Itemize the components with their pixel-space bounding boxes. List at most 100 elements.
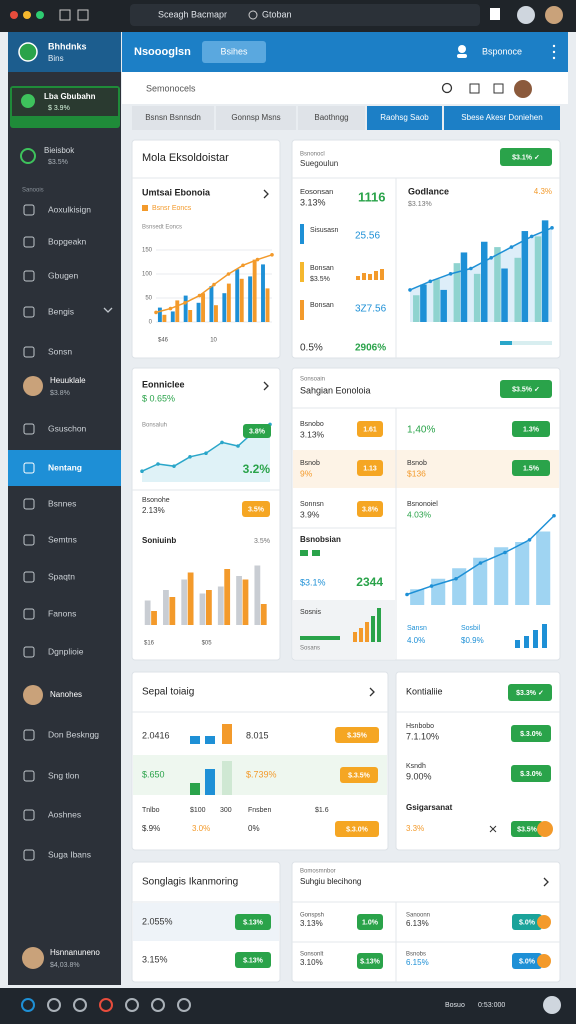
badge: $.3.0%	[520, 771, 543, 778]
badge-bg[interactable]	[357, 460, 383, 476]
badge-bg[interactable]	[500, 380, 552, 398]
icon	[312, 550, 320, 556]
bar	[170, 311, 175, 322]
tab[interactable]	[132, 106, 214, 130]
menu-icon	[23, 770, 35, 782]
address-bar[interactable]	[130, 4, 480, 26]
card	[395, 671, 561, 851]
bar	[252, 259, 257, 322]
badge-bg[interactable]	[335, 727, 379, 743]
menu-item: Gsuschon	[48, 423, 87, 433]
header-button[interactable]	[202, 41, 266, 63]
task-icon	[73, 998, 87, 1012]
chevron[interactable]	[543, 877, 549, 887]
bar	[199, 593, 206, 625]
badge-bg[interactable]	[512, 914, 542, 930]
badge-bg[interactable]	[235, 914, 271, 930]
badge-bg[interactable]	[340, 767, 378, 783]
tab[interactable]	[298, 106, 365, 130]
cell: 3.0%	[192, 824, 210, 833]
badge-bg[interactable]	[511, 765, 551, 782]
mini-bar	[205, 736, 215, 744]
row-value: $.650	[142, 769, 165, 779]
tab-label: Raohsg Saob	[380, 113, 429, 122]
bar	[473, 273, 481, 322]
badge-bg[interactable]	[500, 148, 552, 166]
menu-item: Fanons	[48, 608, 76, 618]
point	[552, 513, 556, 518]
badge-bg[interactable]	[512, 460, 550, 476]
y-tick-label: 150	[142, 248, 153, 254]
badge-bg[interactable]	[335, 821, 379, 837]
bar	[224, 569, 231, 625]
tab[interactable]	[216, 106, 296, 130]
badge-bg[interactable]	[357, 421, 383, 437]
menu-item: Spaqtn	[48, 571, 75, 581]
chevron[interactable]	[369, 687, 375, 697]
badge-bg[interactable]	[508, 684, 552, 701]
task-icon	[151, 998, 165, 1012]
tab[interactable]	[444, 106, 560, 130]
badge-bg[interactable]	[512, 421, 550, 437]
chevron[interactable]	[263, 189, 269, 199]
tab[interactable]	[367, 106, 442, 130]
badge-bg[interactable]	[511, 725, 551, 742]
stat-icon	[20, 148, 36, 164]
x-label: $46	[158, 338, 169, 344]
point	[478, 561, 483, 565]
badge: 1.5%	[523, 465, 540, 472]
note: Bsnsedt Eoncs	[142, 225, 182, 231]
tab-label: Sbese Akesr Doniehen	[461, 113, 542, 122]
point	[255, 257, 260, 262]
cell: $.9%	[142, 824, 160, 833]
card-title: Kontialiie	[406, 686, 443, 696]
point	[197, 293, 202, 298]
point	[550, 226, 554, 230]
task-time: 0:53:000	[478, 1002, 505, 1009]
menu-item: Bopgeakn	[48, 236, 87, 246]
point	[154, 310, 158, 315]
badge: $.0%	[519, 958, 536, 965]
tab-label: Gonnsp Msns	[231, 113, 280, 122]
point	[156, 462, 160, 466]
menu-active[interactable]	[8, 450, 121, 486]
y-tick-label: 100	[142, 272, 153, 278]
card-title: Songlagis Ikanmoring	[142, 877, 238, 888]
point	[270, 253, 274, 257]
chevron[interactable]	[103, 307, 113, 313]
badge: 3.8%	[362, 506, 379, 513]
bar	[163, 590, 169, 625]
badge-bg[interactable]	[357, 953, 383, 969]
point	[509, 245, 514, 249]
point	[489, 255, 493, 260]
badge-bg[interactable]	[512, 953, 542, 969]
head: $100	[190, 807, 206, 814]
progress	[500, 341, 552, 345]
card-title: Eonniclee	[142, 379, 185, 389]
bar	[214, 305, 218, 322]
point	[212, 282, 216, 287]
x-label: $05	[202, 641, 213, 647]
bar	[410, 589, 425, 605]
bar	[265, 288, 270, 322]
bar	[188, 310, 193, 322]
badge-bg[interactable]	[235, 952, 271, 968]
badge-bg[interactable]	[511, 821, 543, 837]
badge-bg[interactable]	[243, 424, 271, 438]
badge-bg[interactable]	[357, 914, 383, 930]
menu-icon	[23, 498, 35, 510]
mini-bar	[365, 622, 369, 642]
progress-fill	[500, 341, 512, 345]
card-sub: Bonsaluh	[142, 423, 167, 429]
bar	[440, 289, 447, 322]
bar	[536, 531, 551, 605]
badge: $3.5% ✓	[512, 386, 540, 393]
point	[220, 440, 224, 445]
chevron[interactable]	[263, 381, 269, 391]
mini-bar	[515, 640, 520, 648]
badge-bg[interactable]	[242, 501, 270, 517]
badge-bg[interactable]	[357, 501, 383, 517]
legend: Bsnsr Eoncs	[152, 205, 192, 212]
bar	[157, 307, 162, 322]
point	[204, 451, 208, 456]
